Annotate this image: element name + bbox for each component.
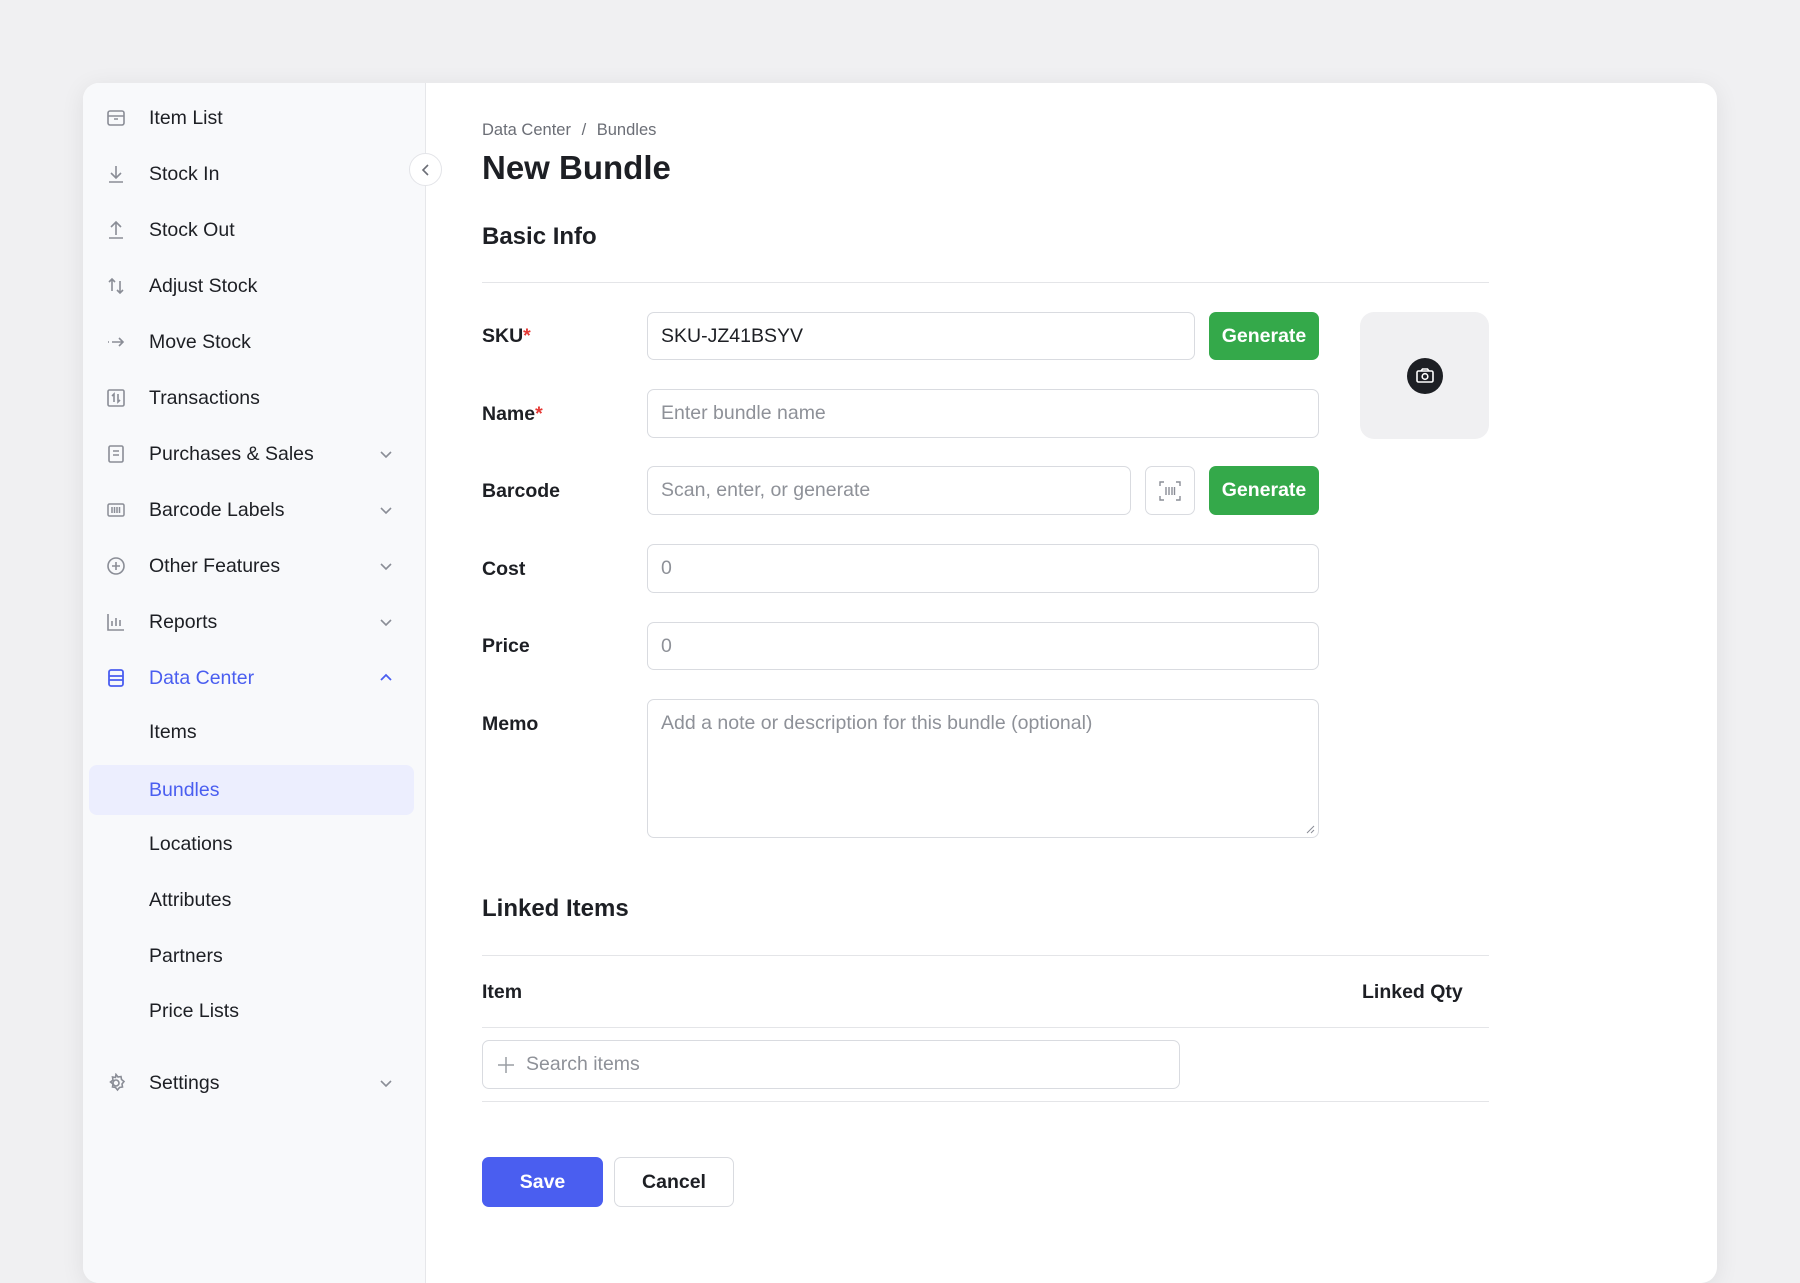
barcode-icon (105, 499, 127, 521)
camera-icon (1406, 357, 1443, 394)
sidebar-subitem-items[interactable]: Items (83, 707, 426, 757)
name-label: Name* (482, 403, 543, 425)
sku-label: SKU* (482, 325, 531, 347)
sidebar-subitem-attributes[interactable]: Attributes (83, 875, 426, 925)
sidebar-item-move-stock[interactable]: Move Stock (83, 317, 426, 367)
transactions-icon (105, 387, 127, 409)
column-header-linked-qty: Linked Qty (1362, 981, 1463, 1003)
barcode-input[interactable]: Scan, enter, or generate (647, 466, 1131, 515)
plus-circle-icon (105, 555, 127, 577)
sidebar-item-stock-in[interactable]: Stock In (83, 149, 426, 199)
sidebar-item-label: Settings (149, 1071, 220, 1094)
image-upload[interactable] (1360, 312, 1489, 439)
sidebar-item-item-list[interactable]: Item List (83, 93, 426, 143)
chevron-left-icon (421, 163, 429, 176)
sidebar-item-label: Other Features (149, 554, 281, 577)
sidebar-item-settings[interactable]: Settings (83, 1058, 426, 1108)
sidebar-item-label: Items (149, 720, 197, 743)
barcode-scan-icon (1159, 480, 1181, 501)
scan-barcode-button[interactable] (1145, 466, 1195, 515)
document-icon (105, 443, 127, 465)
breadcrumb-bundles: Bundles (596, 121, 657, 139)
sidebar-item-stock-out[interactable]: Stock Out (83, 205, 426, 255)
resize-handle-icon[interactable] (1305, 824, 1315, 834)
sidebar: Item List Stock In Stock Out Adjust Stoc… (83, 83, 426, 1283)
download-icon (105, 163, 127, 185)
chevron-down-icon[interactable] (377, 613, 395, 631)
sidebar-item-label: Transactions (149, 386, 260, 409)
sidebar-item-other-features[interactable]: Other Features (83, 541, 426, 591)
divider (482, 1101, 1489, 1102)
breadcrumb-separator: / (581, 121, 587, 139)
sidebar-item-transactions[interactable]: Transactions (83, 373, 426, 423)
barcode-label: Barcode (482, 480, 561, 502)
database-icon (105, 667, 127, 689)
collapse-sidebar-button[interactable] (409, 153, 442, 186)
sidebar-item-label: Price Lists (149, 999, 239, 1022)
sidebar-item-purchases-sales[interactable]: Purchases & Sales (83, 429, 426, 479)
memo-label: Memo (482, 713, 539, 735)
sidebar-item-barcode-labels[interactable]: Barcode Labels (83, 485, 426, 535)
sidebar-subitem-partners[interactable]: Partners (83, 931, 426, 981)
breadcrumb-data-center[interactable]: Data Center (482, 121, 571, 139)
sidebar-item-label: Item List (149, 106, 223, 129)
sidebar-item-label: Move Stock (149, 330, 251, 353)
price-label: Price (482, 635, 530, 657)
divider (482, 282, 1489, 283)
chevron-down-icon[interactable] (377, 501, 395, 519)
memo-textarea[interactable]: Add a note or description for this bundl… (647, 699, 1319, 838)
sidebar-item-adjust-stock[interactable]: Adjust Stock (83, 261, 426, 311)
sidebar-subitem-price-lists[interactable]: Price Lists (83, 986, 426, 1036)
sidebar-item-label: Locations (149, 832, 233, 855)
app-window: Item List Stock In Stock Out Adjust Stoc… (83, 83, 1717, 1283)
divider (482, 1027, 1489, 1028)
basic-info-heading: Basic Info (482, 223, 597, 250)
plus-icon (498, 1056, 514, 1073)
sku-input[interactable]: SKU-JZ41BSYV (647, 312, 1195, 360)
sidebar-item-label: Partners (149, 944, 223, 967)
upload-icon (105, 219, 127, 241)
sidebar-item-label: Reports (149, 610, 218, 633)
divider (482, 955, 1489, 956)
generate-sku-button[interactable]: Generate (1209, 312, 1319, 360)
bar-chart-icon (105, 611, 127, 633)
box-icon (105, 107, 127, 129)
cancel-button[interactable]: Cancel (614, 1157, 734, 1207)
cost-input[interactable]: 0 (647, 544, 1319, 593)
generate-barcode-button[interactable]: Generate (1209, 466, 1319, 515)
sidebar-item-label: Purchases & Sales (149, 442, 314, 465)
price-input[interactable]: 0 (647, 622, 1319, 670)
chevron-down-icon[interactable] (377, 1074, 395, 1092)
column-header-item: Item (482, 981, 523, 1003)
sidebar-subitem-bundles[interactable]: Bundles (89, 765, 414, 815)
breadcrumb: Data Center / Bundles (482, 121, 656, 140)
sidebar-item-label: Attributes (149, 888, 232, 911)
sidebar-item-label: Barcode Labels (149, 498, 285, 521)
sidebar-item-label: Data Center (149, 666, 255, 689)
sidebar-item-label: Stock In (149, 162, 220, 185)
save-button[interactable]: Save (482, 1157, 603, 1207)
chevron-down-icon[interactable] (377, 557, 395, 575)
gear-icon (105, 1072, 127, 1094)
chevron-down-icon[interactable] (377, 445, 395, 463)
sidebar-item-label: Bundles (149, 778, 220, 801)
arrows-up-down-icon (105, 275, 127, 297)
cost-label: Cost (482, 558, 526, 580)
sidebar-item-label: Stock Out (149, 218, 235, 241)
sidebar-subitem-locations[interactable]: Locations (83, 819, 426, 869)
chevron-up-icon[interactable] (377, 669, 395, 687)
page-title: New Bundle (482, 149, 671, 186)
sidebar-item-reports[interactable]: Reports (83, 597, 426, 647)
search-items-input[interactable]: Search items (482, 1040, 1180, 1089)
sidebar-item-label: Adjust Stock (149, 274, 258, 297)
name-input[interactable]: Enter bundle name (647, 389, 1319, 438)
sidebar-item-data-center[interactable]: Data Center (83, 653, 426, 703)
arrow-right-icon (105, 331, 127, 353)
linked-items-heading: Linked Items (482, 895, 629, 922)
